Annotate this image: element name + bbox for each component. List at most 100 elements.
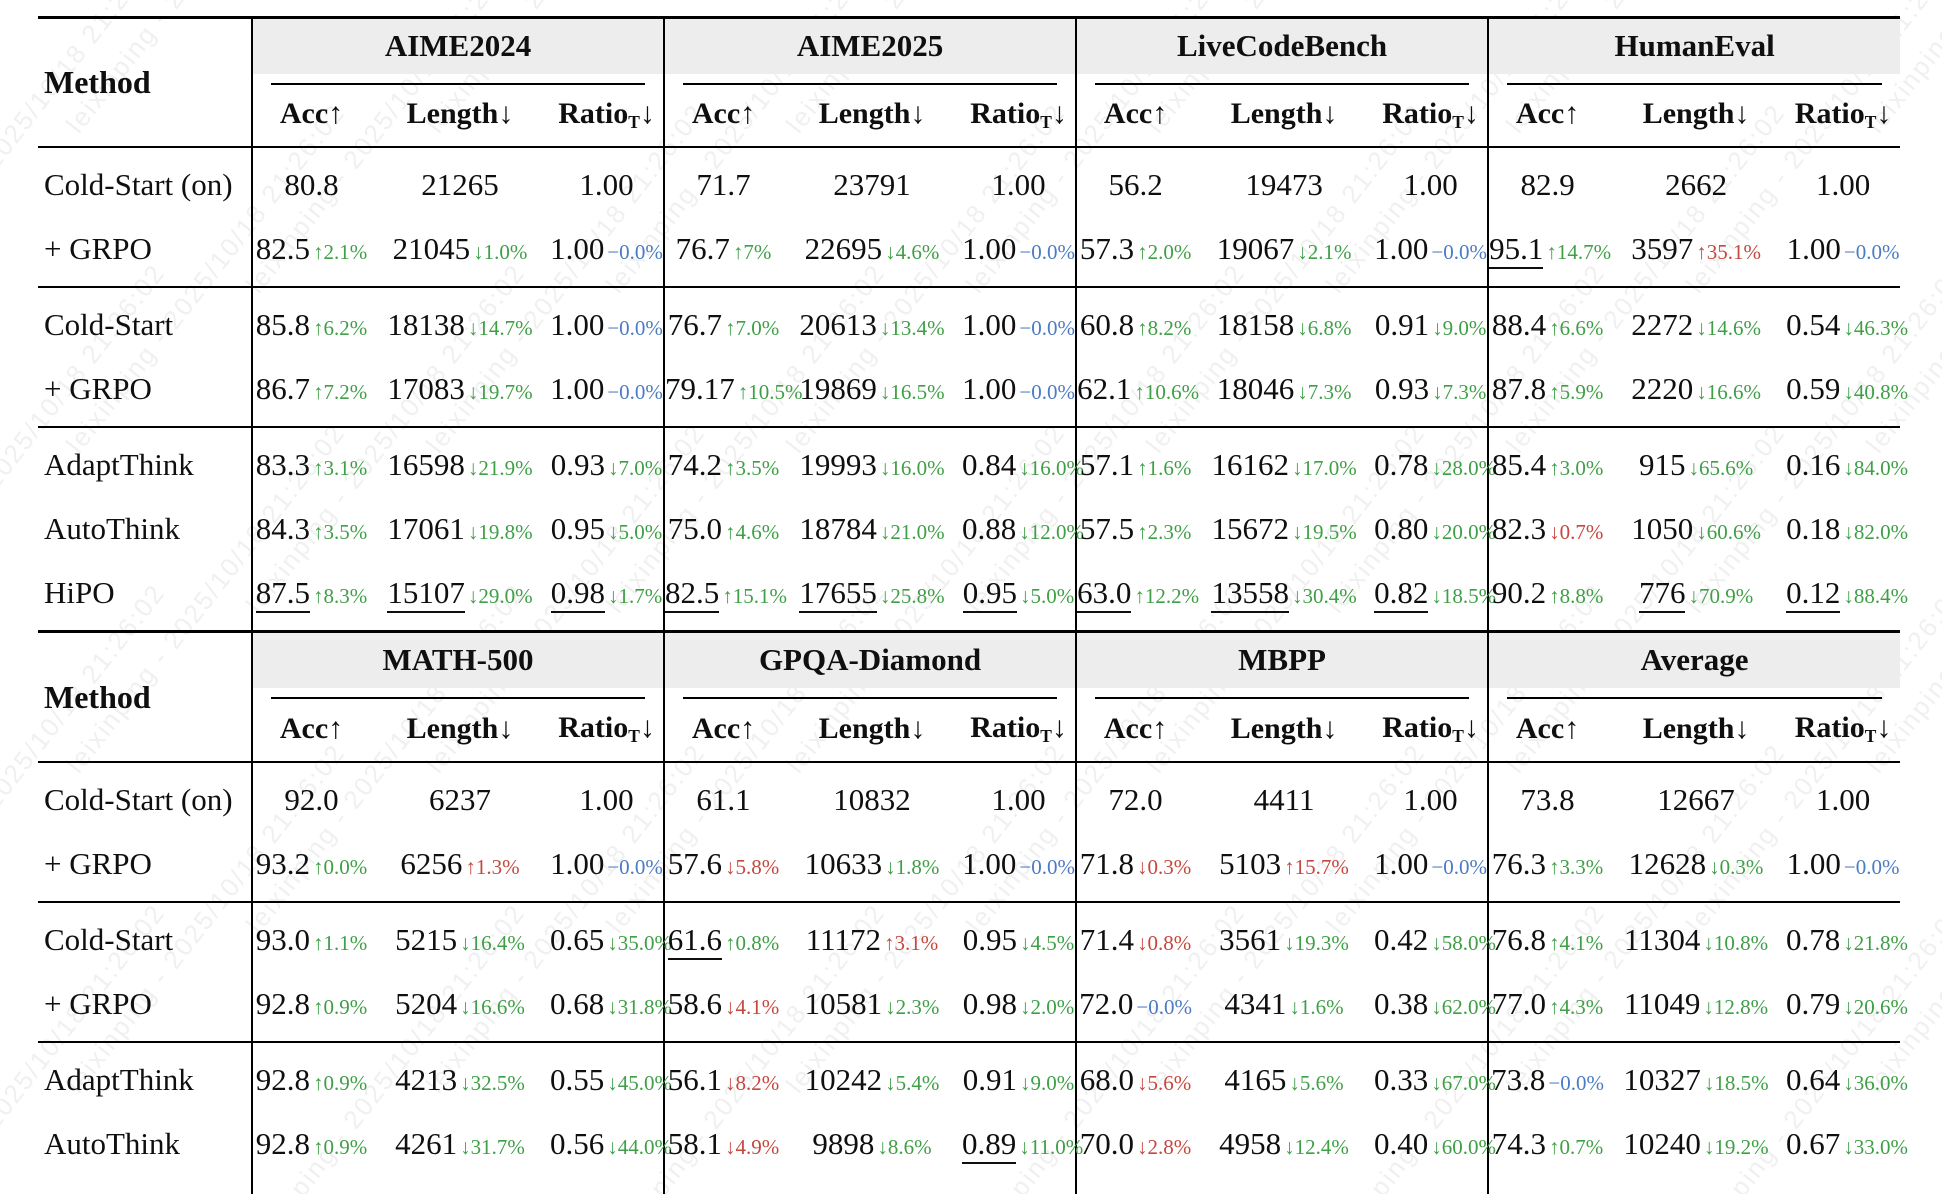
metric-value: 21265 [421, 167, 499, 203]
benchmark-header: GPQA-Diamond [663, 633, 1077, 699]
metric-delta: ↑0.9% [313, 1134, 368, 1159]
metric-value: 0.18 [1786, 511, 1841, 547]
metric-value: 0.95 [962, 575, 1018, 614]
method-cell: Cold-Start (on) [44, 781, 233, 817]
metric-delta: ↑8.3% [313, 584, 368, 609]
metric-cell: 60.8 ↑8.2% [1075, 287, 1195, 358]
metric-cell: 80.8 [251, 147, 370, 218]
metric-delta: ↓12.4% [1284, 1134, 1349, 1159]
subscript-T: T [1452, 111, 1464, 132]
metric-cell: 84.3 ↑3.5% [251, 497, 370, 562]
metric-cell: 0.88 ↓12.0% [962, 497, 1084, 561]
metric-value: 1.00 [962, 307, 1017, 343]
metric-cell: 73.8 −0.0% [1487, 1041, 1607, 1112]
metric-delta: ↑7.0% [725, 316, 780, 341]
metric-cell: 6237 [370, 762, 550, 832]
metric-value: 1.00 [550, 845, 605, 881]
metric-delta: ↓5.4% [885, 1070, 940, 1095]
metric-value: 74.2 [667, 447, 723, 483]
metric-value: 82.9 [1520, 167, 1575, 203]
metric-value: 0.38 [1374, 985, 1429, 1021]
metric-delta: ↓12.8% [1703, 994, 1769, 1019]
method-column-header: Method [44, 678, 151, 715]
metric-value: 19869 [799, 371, 877, 407]
metric-cell: 92.8 ↑0.9% [251, 971, 370, 1042]
metric-cell: 1.00 −0.0% [962, 287, 1076, 357]
metric-delta: ↑15.7% [1284, 854, 1349, 879]
metric-cell: 0.91 ↓9.0% [1374, 287, 1488, 357]
header-row-benchmarks: Method MATH-500 GPQA-Diamond MBPP Average [38, 633, 1901, 715]
metric-cell: 76.7 ↑7.0% [663, 287, 783, 358]
metric-value: 0.56 [550, 1125, 605, 1161]
metric-header: Length↓ [818, 711, 926, 745]
metric-delta: ↓32.5% [460, 1070, 525, 1095]
metric-cell: 10832 [782, 762, 962, 832]
metric-delta: −0.0% [607, 380, 663, 405]
cmidrule [271, 82, 646, 85]
metric-delta: ↓0.7% [1549, 520, 1604, 545]
metric-value: 0.92 [962, 1190, 1016, 1194]
metric-cell: 3561 ↓19.3% [1194, 902, 1374, 972]
metric-value: 18784 [799, 511, 877, 547]
method-cell: Cold-Start [44, 921, 174, 957]
metric-header: RatioT↓ [1382, 710, 1479, 746]
metric-value: 5103 [1219, 845, 1282, 881]
metric-value: 0.59 [1786, 371, 1841, 407]
metric-cell: 0.84 ↓16.0% [962, 427, 1084, 497]
metric-delta: ↓18.5% [1703, 1070, 1769, 1095]
metric-delta: ↑8.8% [1549, 584, 1604, 609]
metric-cell: 10242 ↓5.4% [782, 1042, 962, 1112]
metric-cell: 88.4 ↑6.6% [1487, 287, 1607, 358]
metric-cell: 16162 ↓17.0% [1194, 427, 1374, 497]
metric-delta: ↓31.7% [460, 1134, 525, 1159]
metric-value: 0.12 [1786, 575, 1841, 614]
metric-cell: 915 ↓65.6% [1606, 427, 1786, 497]
metric-delta: ↑0.9% [313, 1070, 368, 1095]
metric-cell: 85.4 ↑3.0% [1487, 427, 1607, 498]
metric-value: 13558 [1211, 575, 1289, 614]
metric-cell: 72.0 [1075, 761, 1195, 832]
metric-value: 0.80 [1374, 511, 1429, 547]
cmidrule [1507, 82, 1883, 85]
metric-delta: ↓5.6% [1289, 1070, 1344, 1095]
metric-cell: 18158 ↓6.8% [1194, 287, 1374, 357]
metric-delta: ↓7.3% [1432, 380, 1487, 405]
metric-value: 22695 [804, 231, 883, 267]
subscript-T: T [1452, 725, 1464, 746]
metric-cell: 15672 ↓19.5% [1194, 497, 1374, 561]
metric-cell: 76.8 ↑4.1% [1487, 901, 1607, 972]
metric-delta: ↓21.9% [467, 456, 533, 481]
metric-delta: ↓13.4% [879, 316, 945, 341]
metric-delta: ↑2.0% [1137, 240, 1192, 265]
metric-value: 5204 [395, 985, 458, 1021]
metric-delta: ↓16.5% [879, 380, 945, 405]
metric-value: 18046 [1216, 371, 1295, 407]
metric-value: 1.00 [1815, 167, 1871, 203]
method-cell: AdaptThink [44, 1061, 194, 1097]
method-cell: + GRPO [44, 845, 152, 881]
metric-cell: 16598 ↓21.9% [370, 427, 550, 497]
metric-delta: −0.0% [1548, 1070, 1604, 1095]
benchmark-header: LiveCodeBench [1075, 17, 1489, 85]
metric-cell: 5204 ↓16.6% [370, 972, 550, 1042]
metric-delta: ↑10.5% [737, 380, 803, 405]
metric-value: 9367 [807, 1189, 870, 1194]
metric-delta: ↑2.1% [313, 240, 368, 265]
metric-cell: 93.2 ↑0.0% [251, 831, 370, 902]
metric-delta: −0.0% [607, 240, 663, 265]
metric-delta: ↑8.2% [1137, 316, 1192, 341]
metric-value: 19993 [799, 447, 877, 483]
table-row: HiPO 87.5 ↑8.3% 15107 ↓29.0% 0.98 ↓1.7% 82.5 ↑15… [38, 561, 1908, 632]
metric-delta: ↑6.6% [1549, 316, 1604, 341]
metric-value: 8842 [1631, 1189, 1694, 1194]
metric-delta: −0.0% [1843, 854, 1900, 879]
metric-cell: 0.89 ↓11.0% [962, 1112, 1083, 1176]
metric-value: 0.78 [1374, 447, 1429, 483]
metric-cell: 82.3 ↓0.7% [1487, 497, 1607, 562]
metric-delta: ↓4.1% [725, 994, 780, 1019]
metric-delta: ↓7.3% [1297, 380, 1352, 405]
metric-cell: 92.8 ↑0.9% [251, 1041, 370, 1112]
metric-value: 83.3 [255, 447, 310, 483]
metric-value: 17061 [387, 511, 465, 547]
metric-cell: 0.16 ↓84.0% [1786, 427, 1908, 497]
